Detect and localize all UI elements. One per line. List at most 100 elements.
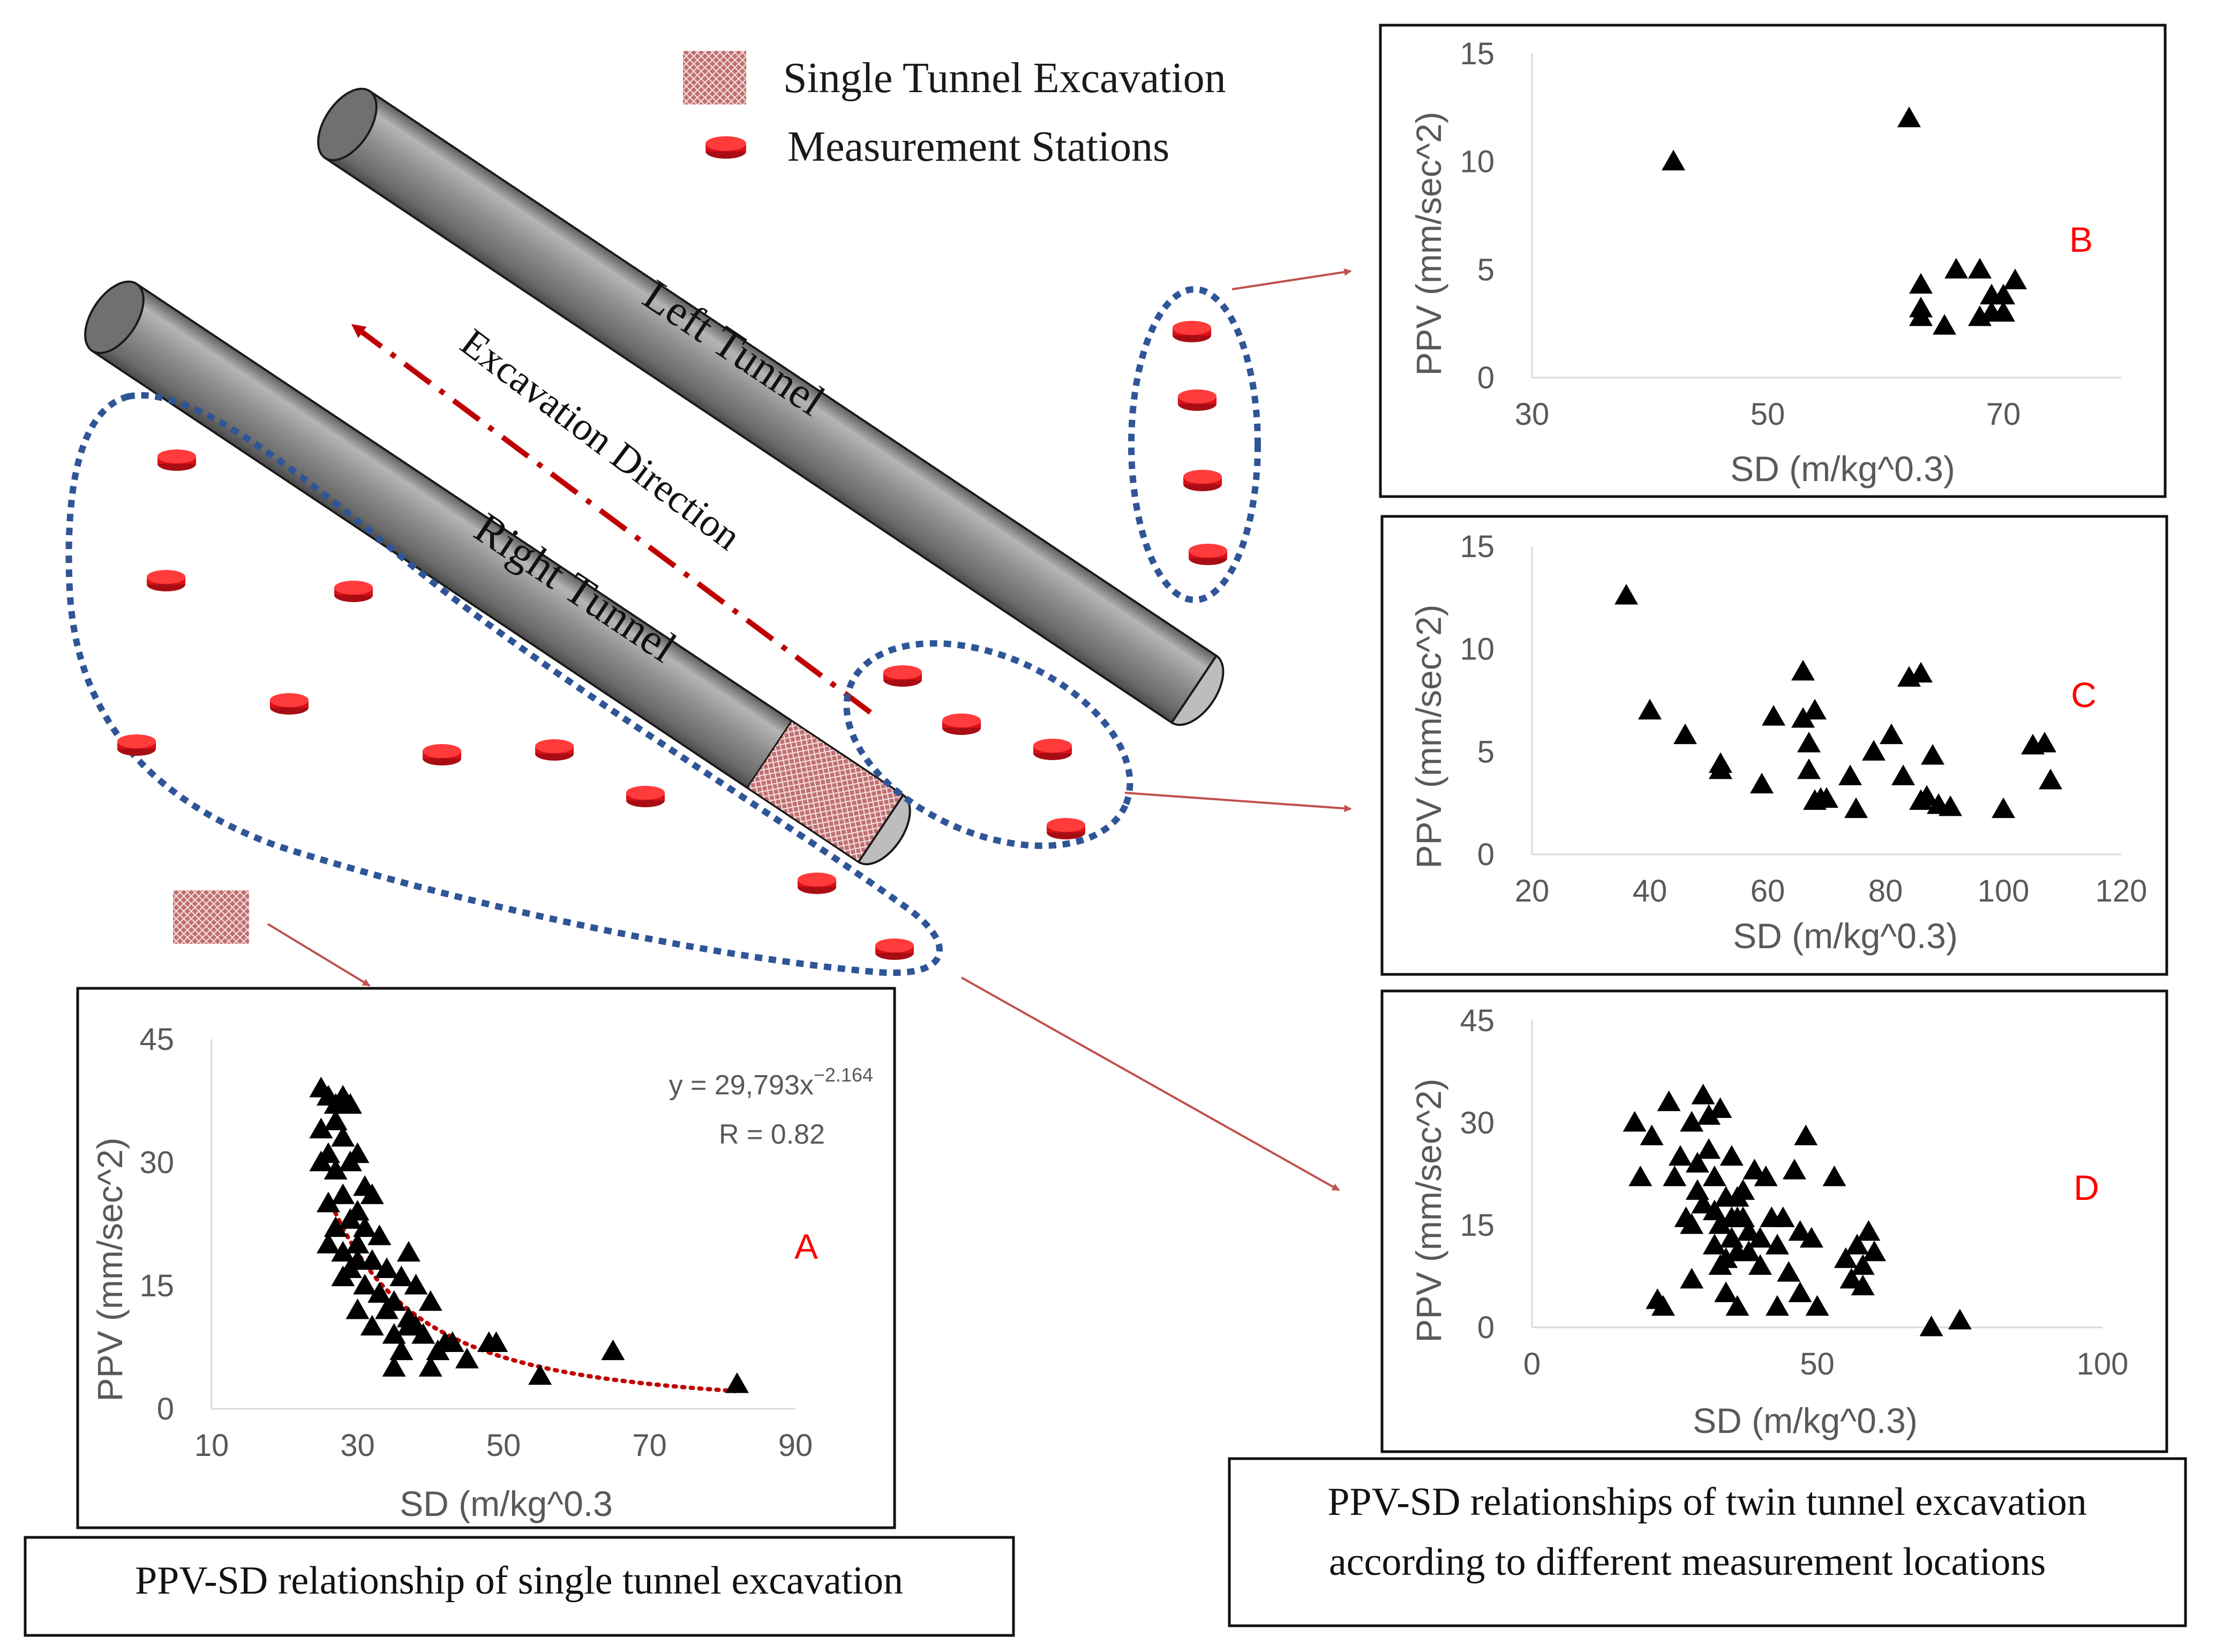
chart-a-point: [484, 1331, 508, 1352]
chart-d-point: [1805, 1295, 1829, 1316]
chart-c-point: [1915, 785, 1939, 806]
chart-c-y-tick: 10: [1460, 632, 1494, 667]
station-b-2: [1178, 389, 1216, 411]
chart-d-point: [1748, 1254, 1772, 1275]
chart-d-point: [1788, 1281, 1812, 1302]
chart-a-point: [338, 1151, 362, 1172]
chart-c-ylabel: PPV (mm/sec^2): [1409, 604, 1448, 868]
chart-c-panel-letter: C: [2071, 675, 2097, 715]
chart-d-point: [1731, 1179, 1755, 1200]
chart-c-point: [1673, 723, 1697, 745]
caption-twin-line2: according to different measurement locat…: [1329, 1540, 2046, 1584]
legend-stations-label: Measurement Stations: [787, 123, 1169, 170]
chart-a-point: [404, 1274, 428, 1295]
station-d-10: [875, 938, 914, 960]
chart-d-point: [1737, 1240, 1761, 1261]
chart-a-xlabel: SD (m/kg^0.3: [400, 1484, 613, 1523]
chart-a-trend-line: [326, 1195, 739, 1393]
chart-a-point: [324, 1159, 348, 1180]
chart-a-point: [375, 1298, 399, 1319]
chart-c-point: [1709, 758, 1732, 779]
chart-a-point: [331, 1183, 355, 1204]
chart-d-plot: 0 50 100 0 15 30 45: [1460, 1003, 2128, 1381]
caption-single-text: PPV-SD relationship of single tunnel exc…: [135, 1559, 903, 1603]
left-tunnel: [317, 87, 1225, 726]
chart-a-point: [418, 1356, 442, 1377]
chart-b-plot: 30 50 70 0 5 10 15: [1460, 36, 2121, 432]
station-b-3: [1183, 470, 1222, 491]
chart-a-x-tick: 30: [340, 1428, 375, 1463]
chart-d-point: [1719, 1145, 1744, 1166]
legend: Single Tunnel Excavation Measurement Sta…: [683, 51, 1226, 170]
chart-panel-b: PPV (mm/sec^2) SD (m/kg^0.3) B 30 50 70 0 5 1…: [1379, 24, 2167, 498]
chart-d-point: [1948, 1309, 1972, 1330]
chart-b-point: [1968, 258, 1992, 279]
chart-d-point: [1862, 1240, 1886, 1261]
chart-a-point: [346, 1298, 370, 1319]
chart-c-point: [1815, 787, 1838, 808]
chart-a-point: [389, 1265, 414, 1287]
chart-a-x-tick: 50: [486, 1428, 521, 1463]
chart-a-point: [389, 1339, 414, 1361]
chart-d-point: [1697, 1104, 1721, 1125]
chart-a-point: [418, 1290, 442, 1311]
chart-a-x-tick: 10: [194, 1428, 229, 1463]
chart-c-point: [1880, 723, 1903, 745]
chart-panel-b-frame: [1379, 24, 2167, 498]
station-d-7: [535, 739, 574, 761]
chart-panel-d: PPV (mm/sec^2) SD (m/kg^0.3) D 0 50 100 0 15…: [1380, 989, 2168, 1453]
chart-d-point: [1628, 1165, 1653, 1187]
station-c-2: [942, 714, 981, 735]
chart-a-y-tick: 30: [139, 1145, 174, 1180]
chart-d-point: [1788, 1220, 1812, 1241]
chart-d-panel-letter: D: [2074, 1168, 2099, 1207]
chart-c-point: [1838, 764, 1862, 785]
chart-d-point: [1691, 1192, 1715, 1214]
chart-b-ylabel: PPV (mm/sec^2): [1409, 111, 1448, 376]
caption-twin-line1: PPV-SD relationships of twin tunnel exca…: [1327, 1480, 2087, 1524]
chart-b-y-tick: 10: [1460, 145, 1494, 179]
chart-d-point: [1834, 1247, 1858, 1268]
chart-d-x-tick: 50: [1800, 1347, 1835, 1381]
chart-a-point: [411, 1323, 435, 1344]
chart-d-x-tick: 0: [1523, 1347, 1541, 1381]
chart-c-point: [1638, 699, 1662, 720]
chart-c-y-tick: 15: [1460, 529, 1494, 564]
caption-twin: PPV-SD relationships of twin tunnel exca…: [1228, 1457, 2187, 1627]
chart-c-point: [1803, 699, 1827, 720]
chart-c-point: [1862, 740, 1886, 761]
chart-d-point: [1702, 1165, 1726, 1187]
chart-a-x-tick: 90: [778, 1428, 813, 1463]
arrow-to-panel-a: [267, 923, 371, 987]
chart-d-point: [1748, 1227, 1772, 1248]
station-c-1: [883, 665, 922, 687]
chart-d-point: [1714, 1281, 1738, 1302]
chart-d-point: [1680, 1111, 1704, 1132]
chart-d-point: [1799, 1227, 1823, 1248]
chart-b-panel-letter: B: [2069, 220, 2093, 259]
chart-d-point: [1725, 1295, 1749, 1316]
chart-c-point: [1921, 744, 1944, 765]
station-group-d-outline: [65, 392, 943, 976]
chart-c-point: [2039, 769, 2062, 790]
chart-d-point: [1708, 1213, 1732, 1234]
chart-a-point: [367, 1225, 392, 1245]
legend-excavation-label: Single Tunnel Excavation: [783, 55, 1226, 102]
caption-twin-box: [1228, 1457, 2187, 1627]
arrow-to-panel-c: [1124, 792, 1352, 813]
chart-a-point: [396, 1315, 420, 1336]
station-b-4: [1189, 544, 1227, 565]
chart-b-point: [1897, 107, 1921, 127]
chart-b-point: [2003, 268, 2027, 289]
chart-d-point: [1702, 1234, 1726, 1255]
chart-d-point: [1754, 1165, 1778, 1187]
chart-c-x-tick: 60: [1751, 874, 1785, 908]
chart-b-x-tick: 50: [1751, 397, 1785, 432]
chart-c-xlabel: SD (m/kg^0.3): [1733, 916, 1958, 956]
chart-c-point: [1614, 584, 1638, 605]
chart-c-x-tick: 100: [1978, 874, 2030, 908]
chart-d-point: [1771, 1206, 1795, 1227]
chart-d-point: [1685, 1152, 1709, 1173]
chart-d-y-tick: 30: [1460, 1106, 1494, 1140]
chart-a-point: [601, 1339, 625, 1361]
